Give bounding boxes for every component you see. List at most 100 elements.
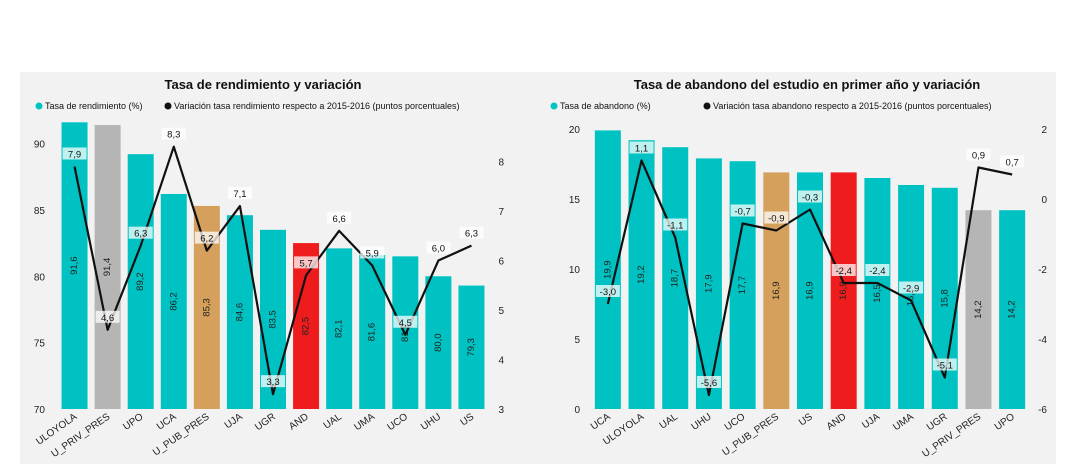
bar-value-label: 81,6 (367, 323, 378, 342)
variation-line (606, 159, 1013, 397)
line-label-bg (161, 127, 186, 140)
bar-value-label: 91,6 (69, 256, 80, 275)
line-value-label: 6,0 (432, 244, 445, 255)
line-value-label: 0,7 (1006, 158, 1019, 169)
bar-value-label: 84,6 (234, 303, 245, 322)
legend-marker-line (703, 102, 711, 110)
line-label-bg (327, 211, 352, 224)
y2-tick-label: 0 (1041, 195, 1047, 206)
category-label: U_PUB_PRES (151, 411, 212, 458)
line-label-bg (62, 147, 87, 160)
category-label: UPO (993, 411, 1017, 433)
bar (628, 140, 655, 409)
line-label-bg (393, 315, 418, 328)
line-value-label: -0,7 (734, 207, 750, 218)
legend-marker-line (164, 102, 172, 110)
y-tick-label: 80 (34, 272, 46, 283)
y2-tick-label: 3 (498, 405, 504, 416)
line-label-bg (360, 246, 385, 259)
line-value-label: 6,3 (134, 229, 147, 240)
legend-marker-bars (550, 102, 558, 110)
category-label: UHU (419, 411, 443, 432)
y-tick-label: 70 (34, 405, 46, 416)
line-value-label: 4,6 (101, 313, 114, 324)
line-value-label: -1,1 (667, 221, 683, 232)
bar-value-label: 85,3 (201, 298, 212, 317)
chart-abandono: Tasa de abandono del estudio en primer a… (550, 77, 1047, 460)
y2-tick-label: 5 (498, 306, 504, 317)
line-label-bg (261, 375, 285, 388)
y2-tick-label: -6 (1038, 405, 1047, 416)
y2-tick-label: 7 (498, 207, 504, 218)
bar-value-label: 80,0 (433, 333, 444, 352)
category-label: UAL (322, 411, 345, 431)
bar-value-label: 19,2 (636, 265, 647, 284)
bar-value-label: 86,2 (168, 292, 179, 311)
y2-tick-label: -2 (1038, 265, 1047, 276)
line-value-label: 6,6 (333, 214, 346, 225)
legend-marker-bars (35, 102, 43, 110)
line-label-bg (95, 310, 120, 323)
bar-value-label: 79,3 (466, 338, 477, 357)
line-label-bg (865, 264, 890, 276)
y-tick-label: 20 (569, 125, 581, 136)
line-value-label: 7,9 (68, 149, 81, 160)
category-label: UPO (121, 411, 145, 433)
bar-value-label: 15,8 (939, 289, 950, 308)
category-label: U_PRIV_PRES (920, 411, 983, 460)
bar-value-label: 16,9 (771, 281, 782, 300)
line-label-bg (1000, 155, 1025, 168)
bar (94, 124, 121, 410)
line-value-label: -3,0 (600, 287, 616, 298)
line-label-bg (696, 376, 721, 388)
category-label: UGR (925, 411, 950, 433)
chart-title: Tasa de abandono del estudio en primer a… (634, 77, 981, 92)
bar-value-label: 16,9 (805, 281, 816, 300)
line-value-label: 1,1 (635, 144, 648, 155)
bar-value-label: 14,2 (1007, 300, 1018, 319)
y2-tick-label: -4 (1038, 335, 1047, 346)
bar (293, 243, 320, 409)
bar (830, 172, 857, 409)
line-value-label: 6,2 (200, 234, 213, 245)
category-label: UMA (352, 411, 377, 433)
bar (326, 248, 353, 409)
line-value-label: 3,3 (266, 377, 279, 388)
line-value-label: -5,1 (937, 361, 953, 372)
line-label-bg (629, 141, 654, 154)
line-label-bg (764, 211, 789, 224)
y-tick-label: 85 (34, 206, 46, 217)
category-label: UHU (690, 411, 714, 432)
line-label-bg (227, 187, 252, 200)
y2-tick-label: 2 (1041, 125, 1047, 136)
bar-value-label: 82,1 (334, 319, 345, 338)
legend-label-line: Variación tasa rendimiento respecto a 20… (174, 101, 460, 111)
category-label: AND (825, 411, 849, 432)
line-value-label: 7,1 (233, 189, 246, 200)
bar (226, 215, 253, 409)
bar-value-label: 14,2 (973, 300, 984, 319)
y-tick-label: 90 (34, 140, 46, 151)
legend-label-bars: Tasa de rendimiento (%) (45, 101, 143, 111)
y-tick-label: 5 (574, 335, 580, 346)
bar-value-label: 91,4 (102, 258, 113, 277)
line-label-bg (798, 190, 822, 203)
line-label-bg (426, 241, 451, 254)
line-label-bg (128, 226, 153, 239)
bar-value-label: 18,7 (670, 269, 681, 288)
bar-value-label: 16,9 (838, 281, 849, 300)
category-label: UCO (386, 411, 411, 433)
bar (965, 210, 992, 409)
bar-value-label: 19,9 (602, 260, 613, 279)
y-tick-label: 0 (574, 405, 580, 416)
category-label: UGR (253, 411, 278, 433)
bar (359, 255, 386, 409)
line-label-bg (932, 358, 957, 371)
line-value-label: -0,3 (802, 193, 818, 204)
bar-value-label: 83,5 (268, 310, 279, 329)
line-value-label: 6,3 (465, 229, 478, 240)
bar (864, 178, 891, 409)
chart-rendimiento: Tasa de rendimiento y variación Tasa de r… (34, 77, 505, 460)
y-tick-label: 75 (34, 339, 46, 350)
y-tick-label: 15 (569, 195, 581, 206)
